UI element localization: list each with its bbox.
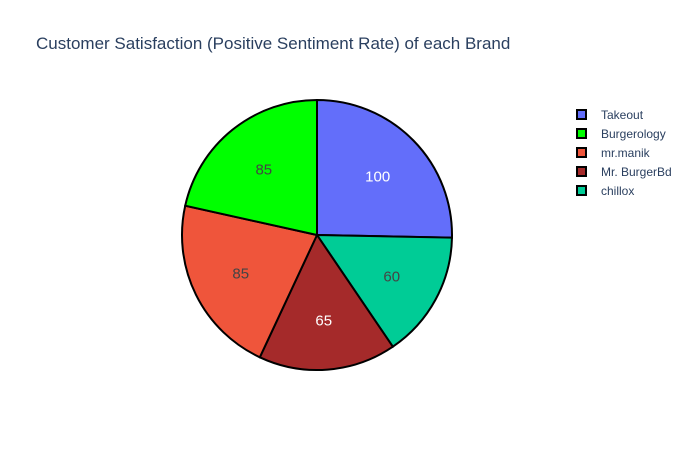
legend-item-mr-manik[interactable]: mr.manik [576, 143, 672, 162]
legend-swatch [576, 128, 587, 139]
legend-swatch [576, 166, 587, 177]
pie-slice-chillox [315, 233, 453, 349]
legend-swatch [576, 109, 587, 120]
slice-value-label-mr-burgerbd: 65 [315, 313, 332, 330]
pie-slice-mr-burgerbd [258, 232, 395, 371]
legend-label: chillox [601, 183, 635, 198]
legend-label: mr.manik [601, 145, 650, 160]
pie-slice-takeout [316, 98, 453, 239]
chart-legend: Takeout Burgerology mr.manik Mr. BurgerBd ch… [576, 105, 672, 200]
slice-value-label-chillox: 60 [383, 269, 400, 286]
legend-item-chillox[interactable]: chillox [576, 181, 672, 200]
legend-label: Burgerology [601, 126, 666, 141]
legend-label: Mr. BurgerBd [601, 164, 672, 179]
chart-title: Customer Satisfaction (Positive Sentimen… [36, 34, 511, 53]
legend-item-mr-burgerbd[interactable]: Mr. BurgerBd [576, 162, 672, 181]
pie-slice-burgerology [184, 98, 318, 237]
legend-item-burgerology[interactable]: Burgerology [576, 124, 672, 143]
pie-slice-mr-manik [181, 204, 319, 359]
legend-swatch [576, 185, 587, 196]
legend-item-takeout[interactable]: Takeout [576, 105, 672, 124]
legend-swatch [576, 147, 587, 158]
slice-value-label-mr-manik: 85 [232, 266, 249, 283]
slice-value-label-takeout: 100 [365, 168, 390, 185]
legend-label: Takeout [601, 107, 644, 122]
slice-value-label-burgerology: 85 [255, 162, 272, 179]
